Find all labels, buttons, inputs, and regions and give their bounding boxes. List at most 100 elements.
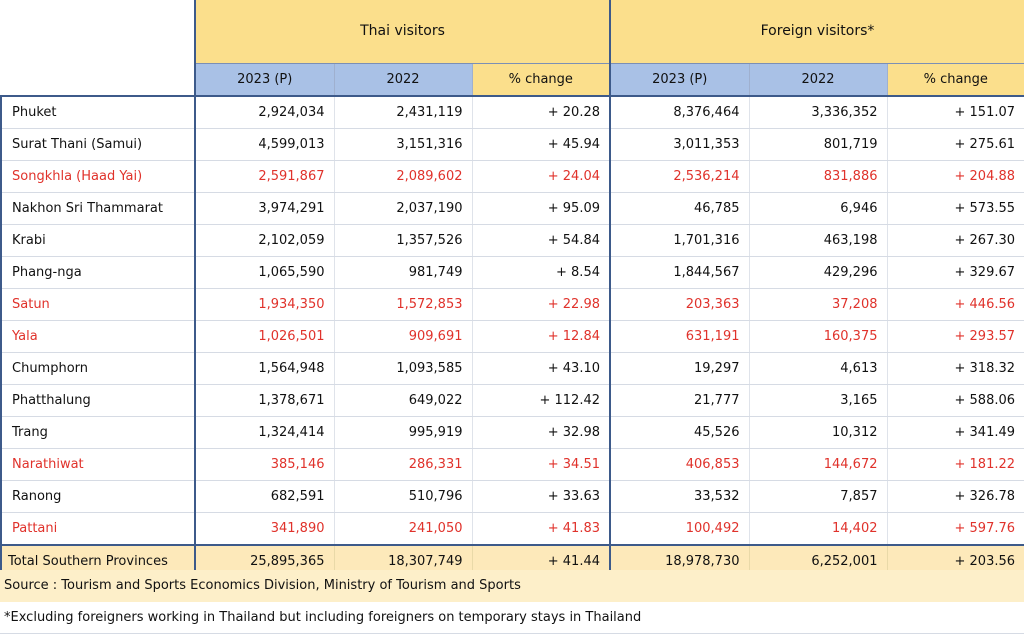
header-corner-cell [1,0,196,97]
thai-change-value: + 12.84 [472,320,611,353]
foreign-2022-value: 3,165 [749,384,888,417]
province-name: Satun [0,288,196,321]
thai-2023-value: 2,102,059 [195,224,335,257]
foreign-2022-value: 160,375 [749,320,888,353]
foreign-visitors-header: Foreign visitors* [610,0,1024,64]
thai-change-value: + 54.84 [472,224,611,257]
thai-2023-value: 3,974,291 [195,192,335,225]
thai-2022-value: 286,331 [334,448,473,481]
table-row: Phatthalung 1,378,671 649,022 + 112.42 21,77… [0,384,1024,417]
foreign-2022-value: 7,857 [749,480,888,513]
province-name: Surat Thani (Samui) [0,128,196,161]
foreign-change-value: + 204.88 [887,160,1024,193]
foreign-2022-value: 3,336,352 [749,96,888,129]
foreign-2022-value: 831,886 [749,160,888,193]
foreign-2023-value: 46,785 [610,192,750,225]
foreign-2022-value: 14,402 [749,512,888,546]
foreign-2023-value: 203,363 [610,288,750,321]
foreign-2022-value: 801,719 [749,128,888,161]
foreign-2023-value: 1,844,567 [610,256,750,289]
foreign-2023-value: 8,376,464 [610,96,750,129]
thai-2023-value: 2,924,034 [195,96,335,129]
foreign-2022-value: 429,296 [749,256,888,289]
thai-2022-value: 2,089,602 [334,160,473,193]
foreign-2022-value: 144,672 [749,448,888,481]
table-row: Satun 1,934,350 1,572,853 + 22.98 203,363 37,… [0,288,1024,321]
foreign-2023-header: 2023 (P) [610,63,750,97]
foreign-2022-header: 2022 [749,63,888,97]
thai-2023-value: 2,591,867 [195,160,335,193]
thai-2023-value: 1,934,350 [195,288,335,321]
table-row: Phuket 2,924,034 2,431,119 + 20.28 8,376,464… [0,96,1024,129]
foreign-change-value: + 326.78 [887,480,1024,513]
thai-2023-value: 341,890 [195,512,335,546]
thai-2022-value: 510,796 [334,480,473,513]
foreign-2022-value: 4,613 [749,352,888,385]
thai-change-header: % change [472,63,611,97]
thai-2023-value: 1,564,948 [195,352,335,385]
thai-change-value: + 45.94 [472,128,611,161]
province-name: Phatthalung [0,384,196,417]
foreign-2023-value: 33,532 [610,480,750,513]
foreign-change-value: + 597.76 [887,512,1024,546]
foreign-2022-value: 463,198 [749,224,888,257]
province-name: Narathiwat [0,448,196,481]
thai-2023-value: 1,324,414 [195,416,335,449]
foreign-2022-value: 37,208 [749,288,888,321]
thai-2022-header: 2022 [334,63,473,97]
foreign-change-value: + 446.56 [887,288,1024,321]
foreign-change-value: + 573.55 [887,192,1024,225]
thai-change-value: + 43.10 [472,352,611,385]
table-row: Pattani 341,890 241,050 + 41.83 100,492 14,40… [0,512,1024,546]
thai-2023-value: 385,146 [195,448,335,481]
thai-2022-value: 649,022 [334,384,473,417]
thai-2022-value: 2,037,190 [334,192,473,225]
province-name: Trang [0,416,196,449]
province-name: Pattani [0,512,196,546]
foreign-2023-value: 21,777 [610,384,750,417]
table-row: Narathiwat 385,146 286,331 + 34.51 406,853 14… [0,448,1024,481]
foreign-change-value: + 329.67 [887,256,1024,289]
foreign-2022-value: 10,312 [749,416,888,449]
foreign-2023-value: 45,526 [610,416,750,449]
foreign-change-value: + 341.49 [887,416,1024,449]
province-name: Phang-nga [0,256,196,289]
foreign-change-value: + 151.07 [887,96,1024,129]
thai-2023-value: 4,599,013 [195,128,335,161]
thai-change-value: + 33.63 [472,480,611,513]
foreign-2023-value: 631,191 [610,320,750,353]
thai-2022-value: 1,093,585 [334,352,473,385]
table-row: Phang-nga 1,065,590 981,749 + 8.54 1,844,567… [0,256,1024,289]
thai-2022-value: 1,572,853 [334,288,473,321]
thai-2022-value: 995,919 [334,416,473,449]
thai-change-value: + 32.98 [472,416,611,449]
thai-2022-value: 909,691 [334,320,473,353]
foreign-2023-value: 100,492 [610,512,750,546]
foreign-change-value: + 588.06 [887,384,1024,417]
table-row: Surat Thani (Samui) 4,599,013 3,151,316 + 4… [0,128,1024,161]
table-row: Krabi 2,102,059 1,357,526 + 54.84 1,701,316 4… [0,224,1024,257]
thai-2022-value: 1,357,526 [334,224,473,257]
visitors-table: Thai visitors Foreign visitors* 2023 (P)… [0,0,1024,579]
thai-2022-value: 241,050 [334,512,473,546]
province-name: Songkhla (Haad Yai) [0,160,196,193]
table-row: Chumphorn 1,564,948 1,093,585 + 43.10 19,297… [0,352,1024,385]
foreign-change-value: + 318.32 [887,352,1024,385]
table-row: Ranong 682,591 510,796 + 33.63 33,532 7,857 + … [0,480,1024,513]
foreign-2023-value: 2,536,214 [610,160,750,193]
thai-2023-value: 682,591 [195,480,335,513]
thai-visitors-header: Thai visitors [195,0,611,64]
foreign-change-header: % change [887,63,1024,97]
province-name: Nakhon Sri Thammarat [0,192,196,225]
thai-2023-value: 1,065,590 [195,256,335,289]
source-note: Source : Tourism and Sports Economics Di… [0,570,1024,602]
foreign-change-value: + 181.22 [887,448,1024,481]
thai-change-value: + 41.83 [472,512,611,546]
thai-change-value: + 24.04 [472,160,611,193]
foreign-2023-value: 1,701,316 [610,224,750,257]
foreign-change-value: + 293.57 [887,320,1024,353]
province-name: Phuket [0,96,196,129]
province-name: Krabi [0,224,196,257]
thai-change-value: + 22.98 [472,288,611,321]
